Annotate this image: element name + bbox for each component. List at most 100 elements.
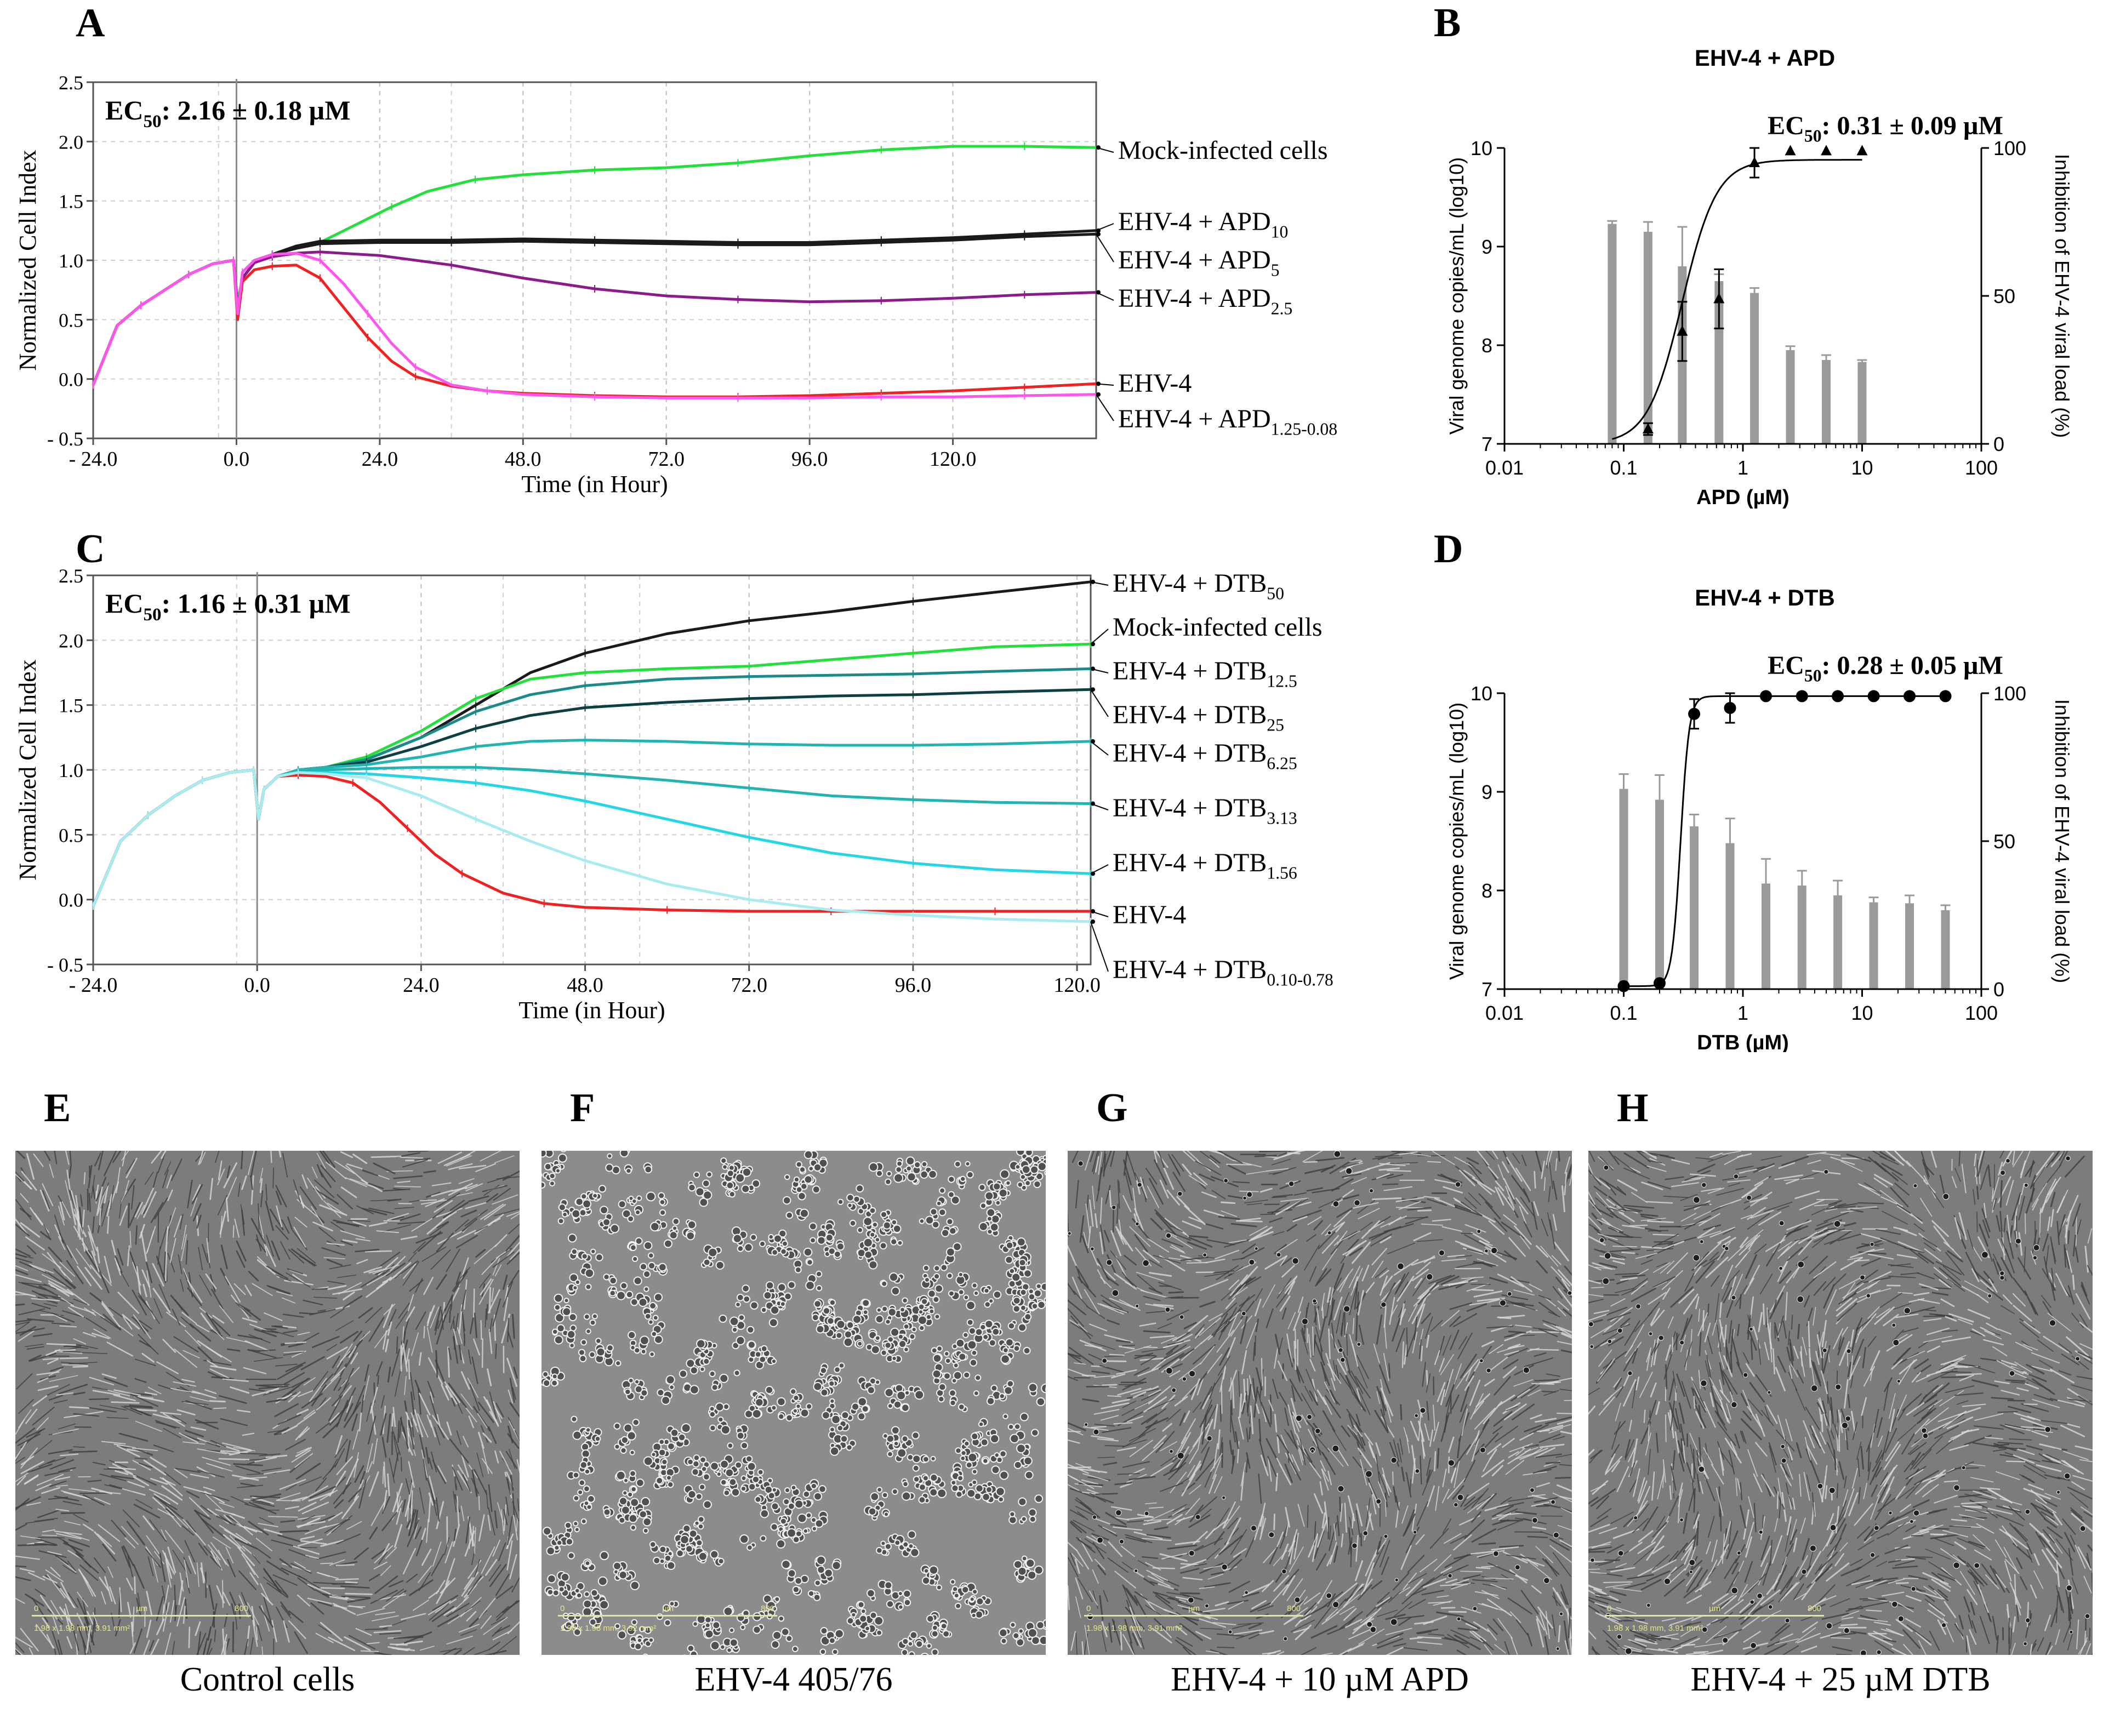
cell bbox=[1426, 1457, 1431, 1476]
round-cell bbox=[712, 1621, 721, 1630]
cell bbox=[65, 1180, 71, 1201]
cell bbox=[49, 1163, 54, 1178]
cell bbox=[334, 1499, 344, 1509]
y-tick-label: 0.5 bbox=[59, 309, 83, 331]
cell bbox=[291, 1378, 311, 1388]
cell bbox=[87, 1480, 102, 1482]
cell bbox=[469, 1317, 474, 1334]
cell bbox=[181, 1312, 197, 1324]
cell bbox=[258, 1549, 271, 1559]
cell bbox=[471, 1551, 475, 1566]
round-cell bbox=[988, 1298, 994, 1304]
round-cell bbox=[740, 1485, 747, 1492]
cell bbox=[1466, 1283, 1489, 1292]
cell bbox=[475, 1163, 496, 1172]
cell bbox=[195, 1532, 206, 1546]
bar bbox=[1725, 843, 1735, 989]
cell bbox=[1113, 1422, 1133, 1425]
round-cell bbox=[589, 1351, 596, 1358]
cell bbox=[58, 1236, 66, 1250]
cell bbox=[181, 1401, 209, 1405]
round-cell bbox=[880, 1540, 886, 1546]
cell bbox=[1557, 1300, 1570, 1311]
cell bbox=[382, 1264, 395, 1276]
cell bbox=[298, 1427, 310, 1438]
cell bbox=[1509, 1278, 1530, 1283]
round-cell bbox=[885, 1318, 891, 1325]
cell bbox=[63, 1532, 90, 1541]
cell bbox=[1422, 1362, 1426, 1387]
cell bbox=[465, 1600, 481, 1613]
round-cell bbox=[856, 1184, 864, 1193]
cell bbox=[205, 1494, 224, 1511]
cell bbox=[32, 1395, 48, 1407]
cell bbox=[69, 1451, 98, 1453]
round-cell bbox=[820, 1627, 828, 1635]
cell bbox=[26, 1428, 45, 1438]
round-cell bbox=[720, 1459, 729, 1469]
round-cell bbox=[896, 1390, 907, 1401]
cell bbox=[66, 1169, 71, 1191]
cell bbox=[42, 1575, 58, 1584]
y-left-tick-label: 10 bbox=[1471, 137, 1492, 159]
cell bbox=[1319, 1481, 1323, 1496]
cell bbox=[189, 1497, 209, 1517]
cell bbox=[334, 1161, 355, 1174]
round-cell bbox=[592, 1192, 598, 1199]
round-cell bbox=[654, 1335, 663, 1344]
cell bbox=[195, 1419, 219, 1430]
cell bbox=[63, 1491, 92, 1500]
round-cell bbox=[982, 1493, 990, 1501]
cell bbox=[366, 1281, 389, 1298]
cell bbox=[132, 1621, 134, 1646]
round-cell bbox=[551, 1373, 558, 1380]
round-cell bbox=[731, 1327, 738, 1333]
cell bbox=[374, 1652, 392, 1655]
cell bbox=[32, 1407, 55, 1426]
cell bbox=[494, 1264, 502, 1277]
round-cell bbox=[967, 1340, 977, 1350]
round-cell bbox=[689, 1385, 699, 1395]
cell bbox=[1248, 1633, 1262, 1640]
cell bbox=[1380, 1236, 1392, 1244]
cell bbox=[421, 1549, 432, 1566]
round-cell bbox=[986, 1208, 996, 1218]
cell bbox=[26, 1346, 44, 1350]
x-tick-label: 100 bbox=[1965, 456, 1998, 479]
cell bbox=[250, 1499, 271, 1505]
cell bbox=[1105, 1185, 1111, 1204]
y-tick-label: 2.5 bbox=[59, 72, 83, 94]
cell bbox=[104, 1185, 109, 1204]
round-cell bbox=[729, 1638, 738, 1647]
cell bbox=[1134, 1400, 1153, 1410]
cell bbox=[326, 1259, 343, 1266]
cell bbox=[226, 1177, 237, 1200]
cell bbox=[102, 1543, 117, 1562]
round-cell bbox=[581, 1449, 590, 1459]
cell bbox=[127, 1602, 132, 1618]
y-tick-label: 2.0 bbox=[59, 131, 83, 153]
round-cell bbox=[857, 1248, 866, 1258]
round-cell bbox=[896, 1160, 903, 1167]
round-cell bbox=[814, 1579, 821, 1586]
ec50-label: EC50: 0.31 ± 0.09 µM bbox=[1768, 111, 2003, 145]
cell bbox=[113, 1443, 136, 1449]
cell bbox=[121, 1190, 128, 1202]
cell bbox=[226, 1165, 231, 1179]
cell bbox=[47, 1272, 72, 1289]
round-cell bbox=[1008, 1516, 1017, 1524]
cell bbox=[26, 1153, 35, 1180]
cell bbox=[348, 1345, 357, 1358]
cell bbox=[48, 1449, 73, 1455]
round-cell bbox=[571, 1248, 578, 1255]
cell bbox=[176, 1597, 185, 1627]
cell bbox=[1166, 1345, 1179, 1355]
round-cell bbox=[996, 1456, 1003, 1464]
cell bbox=[89, 1292, 102, 1302]
cell bbox=[86, 1625, 92, 1654]
cell bbox=[199, 1275, 212, 1297]
cell bbox=[49, 1459, 75, 1470]
round-cell bbox=[715, 1260, 725, 1270]
cell bbox=[1286, 1224, 1297, 1232]
round-cell bbox=[895, 1166, 902, 1173]
